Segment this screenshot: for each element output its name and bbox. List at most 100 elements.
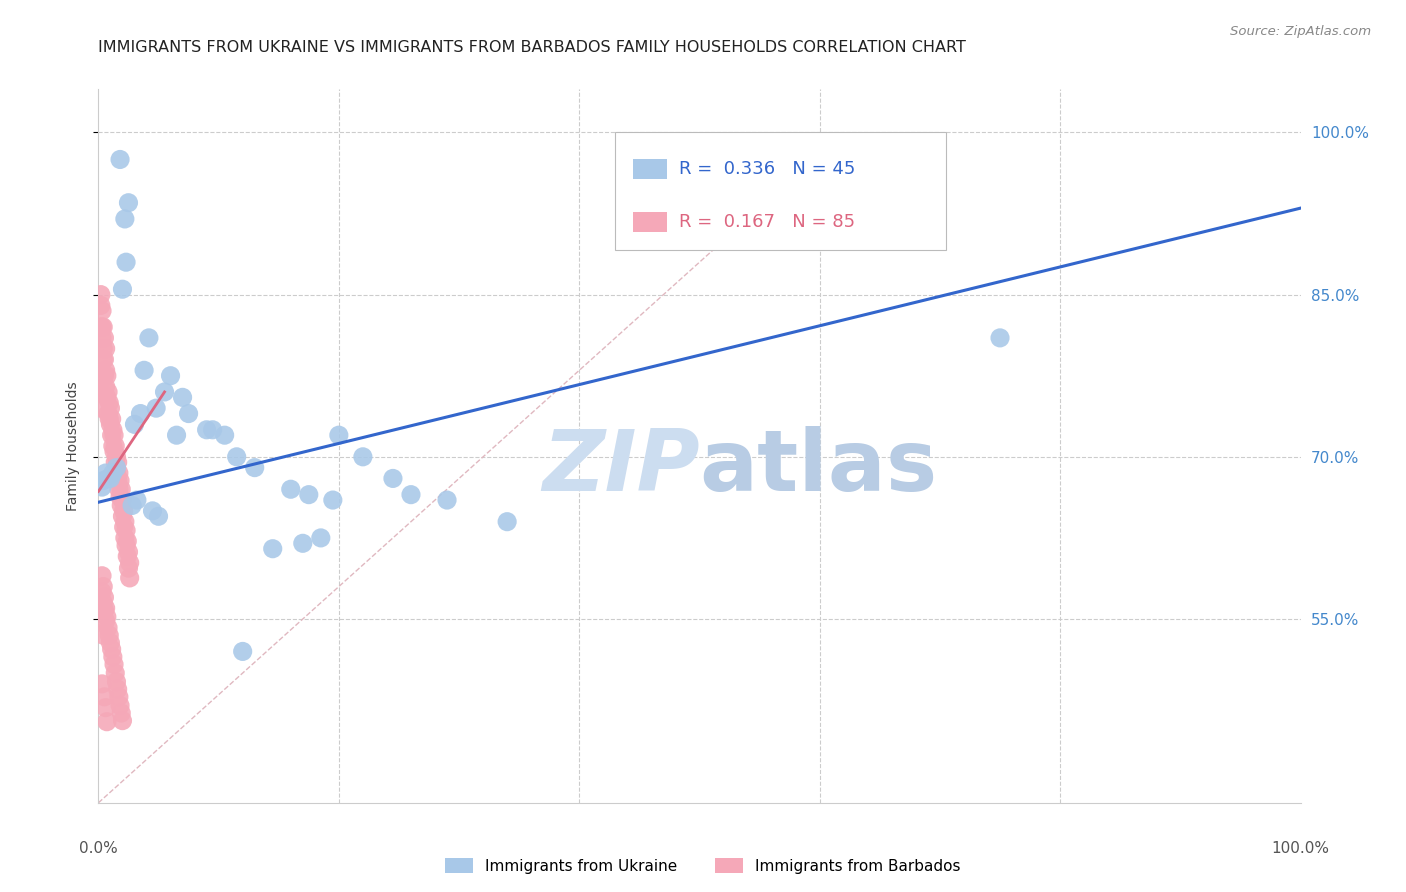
Point [91,568,114,582]
Point [91,352,114,367]
FancyBboxPatch shape [616,132,946,250]
Text: ZIP: ZIP [541,425,700,509]
Point [100,412,122,426]
Point [105,674,128,689]
Point [195,423,218,437]
Point [132,363,155,377]
Point [91,474,114,488]
Point [298,488,321,502]
Point [262,541,284,556]
Point [91,628,114,642]
Point [138,331,160,345]
Point [90,401,112,416]
Point [90,298,112,312]
Point [280,482,302,496]
Point [148,509,170,524]
Text: IMMIGRANTS FROM UKRAINE VS IMMIGRANTS FROM BARBADOS FAMILY HOUSEHOLDS CORRELATIO: IMMIGRANTS FROM UKRAINE VS IMMIGRANTS FR… [98,40,966,55]
Point [91,303,114,318]
Point [166,428,188,442]
Point [114,531,136,545]
Point [115,539,138,553]
Point [436,493,458,508]
Point [101,423,124,437]
Text: 0.0%: 0.0% [79,840,118,855]
Point [94,700,117,714]
Point [96,610,118,624]
Point [111,493,134,508]
Point [172,390,194,404]
Point [117,545,139,559]
Point [93,352,115,367]
Point [100,401,122,416]
Point [117,549,139,564]
Point [496,515,519,529]
Point [111,714,134,728]
Point [90,384,112,399]
Point [111,509,134,524]
Point [107,455,129,469]
Point [93,603,115,617]
Point [108,690,131,704]
Point [100,471,122,485]
Text: R =  0.167   N = 85: R = 0.167 N = 85 [679,213,855,231]
Point [103,444,125,458]
Point [103,657,125,672]
Point [96,368,118,383]
Point [91,585,114,599]
Point [118,556,141,570]
Point [91,320,114,334]
Point [105,466,128,480]
Point [112,504,135,518]
Point [96,714,118,729]
Legend: Immigrants from Ukraine, Immigrants from Barbados: Immigrants from Ukraine, Immigrants from… [439,852,967,880]
Point [125,493,148,508]
Text: atlas: atlas [700,425,938,509]
Point [352,450,374,464]
Point [101,649,124,664]
Point [145,401,167,416]
Point [328,428,350,442]
Point [101,466,124,480]
Point [90,320,112,334]
Point [93,331,115,345]
Point [110,499,132,513]
Point [96,390,118,404]
Point [94,379,117,393]
Point [115,255,138,269]
Point [108,482,131,496]
Point [124,417,146,432]
Point [101,439,124,453]
Point [117,195,139,210]
Point [107,474,129,488]
Point [94,342,117,356]
Point [103,428,125,442]
Point [153,384,176,399]
Point [118,571,141,585]
Point [108,474,131,488]
Point [243,460,266,475]
Point [97,621,120,635]
Point [100,428,122,442]
Point [117,534,139,549]
Point [108,698,131,713]
Point [91,331,114,345]
Point [105,460,128,475]
Point [177,407,200,421]
Point [98,412,121,426]
Point [93,591,115,605]
Bar [633,159,666,178]
Point [129,407,152,421]
Point [108,466,131,480]
Point [201,423,224,437]
Point [114,211,136,226]
Point [91,320,114,334]
Point [94,363,117,377]
Point [97,407,120,421]
Point [214,428,236,442]
Point [94,614,117,628]
Point [98,396,121,410]
Point [104,666,127,681]
Point [114,515,136,529]
Point [399,488,422,502]
Point [309,531,332,545]
